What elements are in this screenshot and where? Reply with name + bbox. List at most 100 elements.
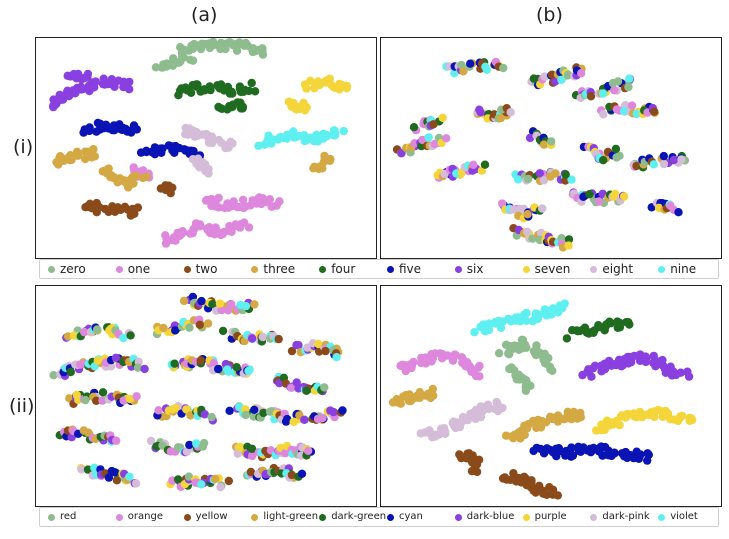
- data-point: [314, 339, 323, 349]
- cluster-mixed-3: [597, 101, 659, 119]
- legend-item-nine: nine: [658, 260, 696, 278]
- data-point: [562, 334, 572, 343]
- cluster-eight-19: [188, 154, 213, 178]
- cluster-three-7: [52, 145, 100, 169]
- data-point: [602, 361, 612, 370]
- cluster-mixed-7: [392, 133, 451, 158]
- legend-label: cyan: [399, 511, 423, 522]
- data-point: [579, 443, 588, 452]
- cluster-four-11: [214, 98, 248, 114]
- data-point: [93, 356, 102, 365]
- data-point: [409, 357, 418, 367]
- data-point: [179, 228, 188, 237]
- data-point: [129, 179, 138, 188]
- data-point: [80, 327, 89, 337]
- data-point: [196, 356, 205, 365]
- data-point: [318, 164, 327, 173]
- data-point: [87, 153, 96, 162]
- legend-marker: [183, 513, 191, 521]
- legend-label: violet: [670, 511, 698, 522]
- legend-label: five: [399, 262, 422, 276]
- data-point: [284, 97, 294, 106]
- data-point: [244, 86, 254, 96]
- data-point: [553, 491, 562, 500]
- data-point: [586, 92, 596, 101]
- cluster-violet-0: [470, 299, 569, 337]
- data-point: [522, 343, 531, 352]
- cluster-yellow-12: [498, 469, 562, 500]
- data-point: [259, 408, 268, 418]
- data-point: [209, 41, 218, 50]
- data-point: [542, 490, 551, 499]
- data-point: [523, 210, 532, 219]
- data-point: [547, 70, 557, 79]
- legend-item-purple: purple: [522, 508, 567, 526]
- data-point: [170, 359, 179, 368]
- data-point: [154, 406, 163, 415]
- data-point: [548, 485, 558, 494]
- legend-item-two: two: [183, 260, 218, 278]
- data-point: [504, 314, 513, 324]
- column-label-a: (a): [191, 4, 218, 26]
- legend-label: red: [60, 511, 77, 522]
- cluster-yellow-10: [455, 449, 484, 477]
- legend-item-one: one: [115, 260, 150, 278]
- data-point: [615, 151, 624, 160]
- data-point: [294, 384, 303, 393]
- legend-label: orange: [127, 511, 163, 522]
- data-point: [332, 353, 341, 362]
- data-point: [568, 451, 578, 460]
- data-point: [302, 84, 311, 93]
- data-point: [632, 161, 641, 171]
- cluster-five-13: [136, 141, 205, 162]
- data-point: [142, 172, 151, 181]
- data-point: [236, 98, 245, 107]
- legend-label: two: [195, 262, 218, 276]
- data-point: [623, 318, 632, 327]
- data-point: [441, 427, 450, 437]
- scatter-panel-ii-a: [35, 285, 377, 507]
- data-point: [669, 155, 679, 165]
- data-point: [599, 110, 608, 119]
- data-point: [325, 156, 335, 165]
- data-point: [214, 364, 223, 374]
- data-point: [197, 296, 206, 306]
- data-point: [81, 395, 90, 405]
- data-point: [555, 447, 564, 456]
- legend-label: six: [466, 262, 484, 276]
- cluster-mixed-13: [568, 188, 629, 207]
- data-point: [80, 147, 90, 156]
- data-point: [227, 300, 236, 309]
- data-point: [258, 332, 267, 342]
- data-point: [217, 305, 226, 315]
- data-point: [650, 412, 659, 422]
- data-point: [659, 159, 669, 169]
- cluster-mixed-14: [647, 198, 683, 217]
- data-point: [250, 300, 259, 309]
- data-point: [677, 155, 686, 164]
- data-point: [522, 316, 531, 325]
- data-point: [594, 197, 604, 206]
- data-point: [509, 469, 518, 478]
- data-point: [237, 443, 246, 452]
- data-point: [514, 175, 523, 184]
- data-point: [210, 474, 220, 484]
- legend-item-six: six: [454, 260, 484, 278]
- data-point: [207, 138, 217, 148]
- data-point: [564, 235, 574, 244]
- data-point: [469, 160, 478, 169]
- legend-marker: [183, 265, 191, 273]
- data-point: [171, 326, 180, 335]
- legend-marker: [590, 513, 598, 521]
- data-point: [557, 75, 566, 84]
- data-point: [241, 410, 250, 420]
- legend-marker: [251, 265, 259, 273]
- data-point: [203, 319, 213, 328]
- legend-item-violet: violet: [658, 508, 698, 526]
- legend-item-zero: zero: [48, 260, 86, 278]
- data-point: [613, 77, 623, 86]
- data-point: [241, 301, 251, 311]
- legend-label: seven: [534, 262, 571, 276]
- data-point: [338, 406, 347, 415]
- data-point: [494, 349, 504, 358]
